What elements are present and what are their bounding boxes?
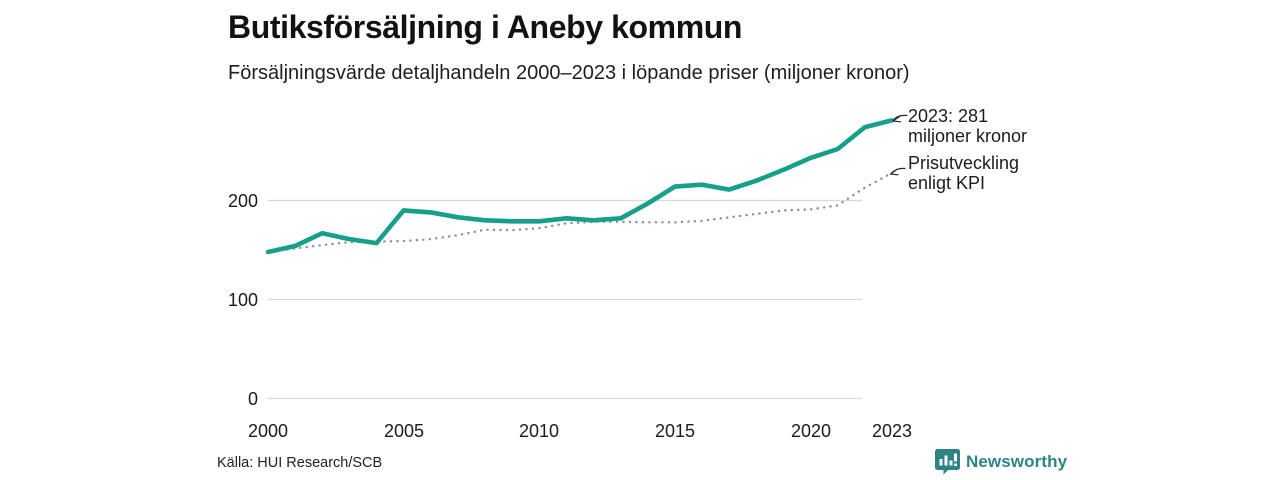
retail-series-line bbox=[265, 118, 895, 255]
chart-title: Butiksförsäljning i Aneby kommun bbox=[228, 9, 743, 45]
x-axis-tick-label: 2005 bbox=[383, 421, 425, 441]
x-axis-tick-label: 2010 bbox=[518, 421, 560, 441]
annotation-arrow-icon bbox=[892, 114, 908, 123]
y-axis-tick-label: 100 bbox=[227, 290, 258, 310]
x-axis-tick-label: 2015 bbox=[654, 421, 696, 441]
chart-subtitle: Försäljningsvärde detaljhandeln 2000–202… bbox=[228, 62, 910, 84]
latest-value-annotation: 2023: 281 miljoner kronor bbox=[908, 106, 1028, 146]
y-axis-tick-label: 200 bbox=[227, 191, 258, 211]
annotation-arrow-icon bbox=[889, 167, 906, 176]
kpi-annotation-line2: enligt KPI bbox=[908, 172, 986, 193]
x-axis-tick-label: 2000 bbox=[247, 421, 289, 441]
x-axis-tick-label: 2023 bbox=[871, 421, 913, 441]
y-axis-tick-label: 0 bbox=[247, 389, 258, 409]
kpi-annotation-line1: Prisutveckling bbox=[908, 153, 1020, 173]
x-axis-tick-label: 2020 bbox=[790, 421, 832, 441]
source-credit: Källa: HUI Research/SCB bbox=[217, 455, 383, 471]
latest-value-line2: miljoner kronor bbox=[908, 125, 1028, 146]
gridlines bbox=[268, 199, 862, 400]
newsworthy-logo-icon bbox=[935, 449, 960, 475]
newsworthy-logo-text: Newsworthy bbox=[966, 452, 1068, 471]
latest-value-line1: 2023: 281 bbox=[908, 106, 989, 126]
kpi-annotation: Prisutveckling enligt KPI bbox=[908, 153, 1020, 193]
